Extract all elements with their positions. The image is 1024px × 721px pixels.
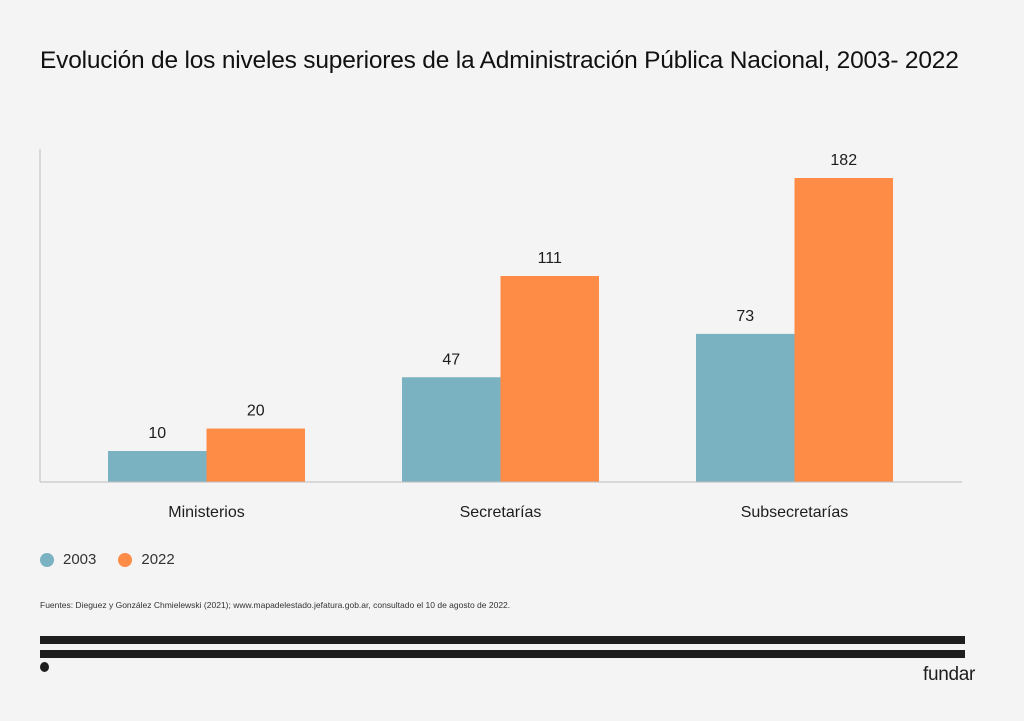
bar-secretarías-2003 (402, 377, 501, 482)
legend-swatch-2022 (118, 552, 133, 567)
bar-subsecretarías-2022 (794, 178, 893, 482)
category-label-subsecretarías: Subsecretarías (741, 504, 849, 521)
data-labels-group: 10 20 47 111 73 182 (148, 152, 857, 442)
bar-ministerios-2003 (108, 451, 207, 482)
category-label-secretarías: Secretarías (460, 504, 542, 521)
bar-subsecretarías-2003 (696, 333, 795, 482)
bar-secretarías-2022 (500, 276, 599, 482)
bar-ministerios-2022 (206, 428, 305, 482)
chart-title: Evolución de los niveles superiores de l… (40, 47, 959, 74)
legend-item-2003: 2003 (40, 551, 96, 568)
legend-label-2022: 2022 (141, 551, 175, 568)
legend-swatch-2003 (40, 552, 54, 567)
category-labels-group: Ministerios Secretarías Subsecretarías (168, 504, 848, 521)
category-label-ministerios: Ministerios (168, 504, 244, 521)
legend: 2003 2022 (40, 551, 197, 568)
bars-group (108, 178, 893, 482)
data-label-secretarías-2022: 111 (538, 250, 562, 267)
footer-rule-bottom (40, 650, 965, 658)
bar-chart: 10 20 47 111 73 182 Ministerios Secretarías Sub… (39, 149, 962, 521)
data-label-subsecretarías-2022: 182 (830, 152, 857, 169)
legend-item-2022: 2022 (118, 551, 175, 568)
data-label-secretarías-2003: 47 (442, 351, 460, 368)
data-label-ministerios-2022: 20 (247, 403, 265, 420)
legend-label-2003: 2003 (63, 551, 97, 568)
footer-dot (40, 662, 49, 672)
footer-rule-top (40, 636, 965, 644)
data-label-subsecretarías-2003: 73 (736, 308, 754, 325)
data-label-ministerios-2003: 10 (148, 425, 166, 442)
brand-logo: fundar (923, 664, 976, 685)
source-note: Fuentes: Dieguez y González Chmielewski … (40, 600, 511, 610)
